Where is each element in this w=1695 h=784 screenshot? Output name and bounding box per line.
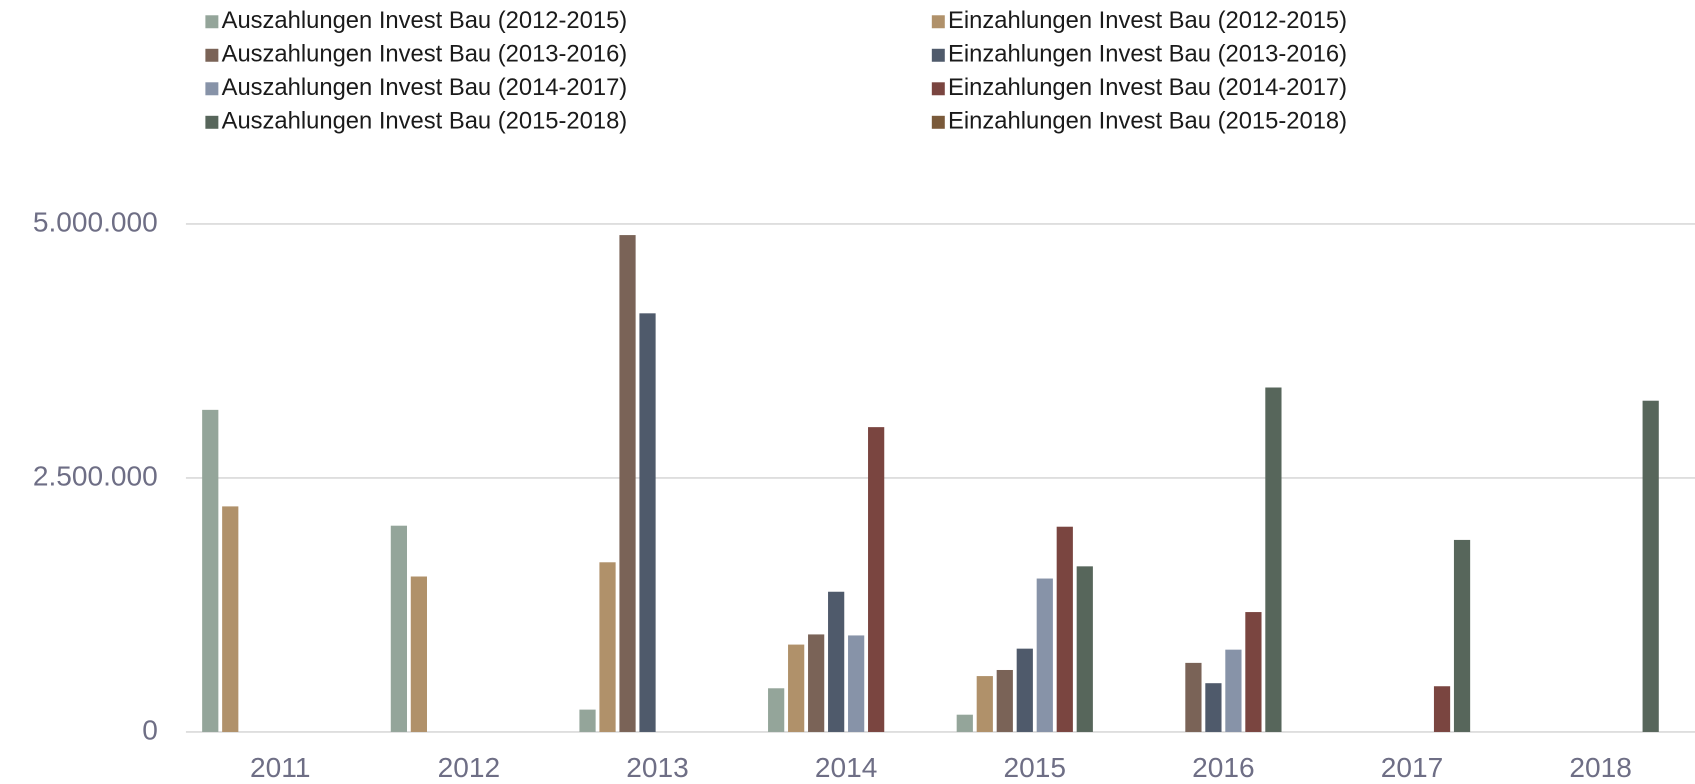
x-tick-label: 2013 — [626, 752, 689, 783]
legend-swatch — [931, 48, 945, 62]
x-tick-label: 2011 — [250, 752, 310, 783]
bar — [808, 634, 825, 732]
bar — [579, 709, 596, 732]
legend-swatch — [205, 82, 219, 96]
bar — [1076, 566, 1093, 732]
legend-label: Auszahlungen Invest Bau (2014-2017) — [222, 74, 628, 101]
legend-label: Auszahlungen Invest Bau (2012-2015) — [222, 7, 628, 34]
y-tick-label: 5.000.000 — [33, 206, 158, 237]
bar — [976, 676, 993, 732]
legend-swatch — [931, 15, 945, 29]
legend-swatch — [931, 115, 945, 129]
bar — [1642, 400, 1659, 732]
legend-label: Auszahlungen Invest Bau (2015-2018) — [222, 108, 628, 135]
bar — [619, 235, 636, 732]
bar — [599, 562, 616, 732]
bar — [1036, 578, 1053, 732]
legend-swatch — [931, 82, 945, 96]
bar — [1205, 683, 1222, 732]
legend-label: Einzahlungen Invest Bau (2015-2018) — [948, 108, 1347, 135]
y-tick-label: 2.500.000 — [33, 460, 158, 491]
bar — [956, 714, 973, 732]
bar — [1016, 648, 1033, 732]
bar — [788, 644, 805, 732]
bar — [1245, 612, 1262, 732]
x-tick-label: 2014 — [815, 752, 878, 783]
bar — [1453, 539, 1471, 732]
bar — [868, 427, 885, 732]
bar — [828, 591, 845, 732]
y-tick-label: 0 — [142, 714, 158, 745]
x-tick-label: 2017 — [1381, 752, 1444, 783]
legend-label: Einzahlungen Invest Bau (2014-2017) — [948, 74, 1347, 101]
bar — [1056, 526, 1073, 732]
bar — [410, 576, 427, 732]
bar — [202, 409, 219, 732]
legend-label: Einzahlungen Invest Bau (2012-2015) — [948, 7, 1347, 34]
legend-swatch — [205, 48, 219, 62]
legend-swatch — [205, 115, 219, 129]
legend-swatch — [205, 15, 219, 29]
x-tick-label: 2012 — [438, 752, 501, 783]
bar — [848, 635, 865, 732]
bar — [996, 669, 1013, 732]
bar — [768, 688, 785, 732]
legend-label: Auszahlungen Invest Bau (2013-2016) — [222, 41, 628, 68]
bar — [1265, 387, 1282, 732]
bar — [1225, 649, 1242, 732]
x-tick-label: 2018 — [1569, 752, 1632, 783]
bar — [1433, 686, 1451, 732]
bar — [222, 506, 239, 732]
bar — [639, 313, 656, 732]
bar — [390, 525, 407, 732]
x-tick-label: 2015 — [1004, 752, 1067, 783]
legend-label: Einzahlungen Invest Bau (2013-2016) — [948, 41, 1347, 68]
bar — [1185, 662, 1202, 732]
x-tick-label: 2016 — [1192, 752, 1255, 783]
